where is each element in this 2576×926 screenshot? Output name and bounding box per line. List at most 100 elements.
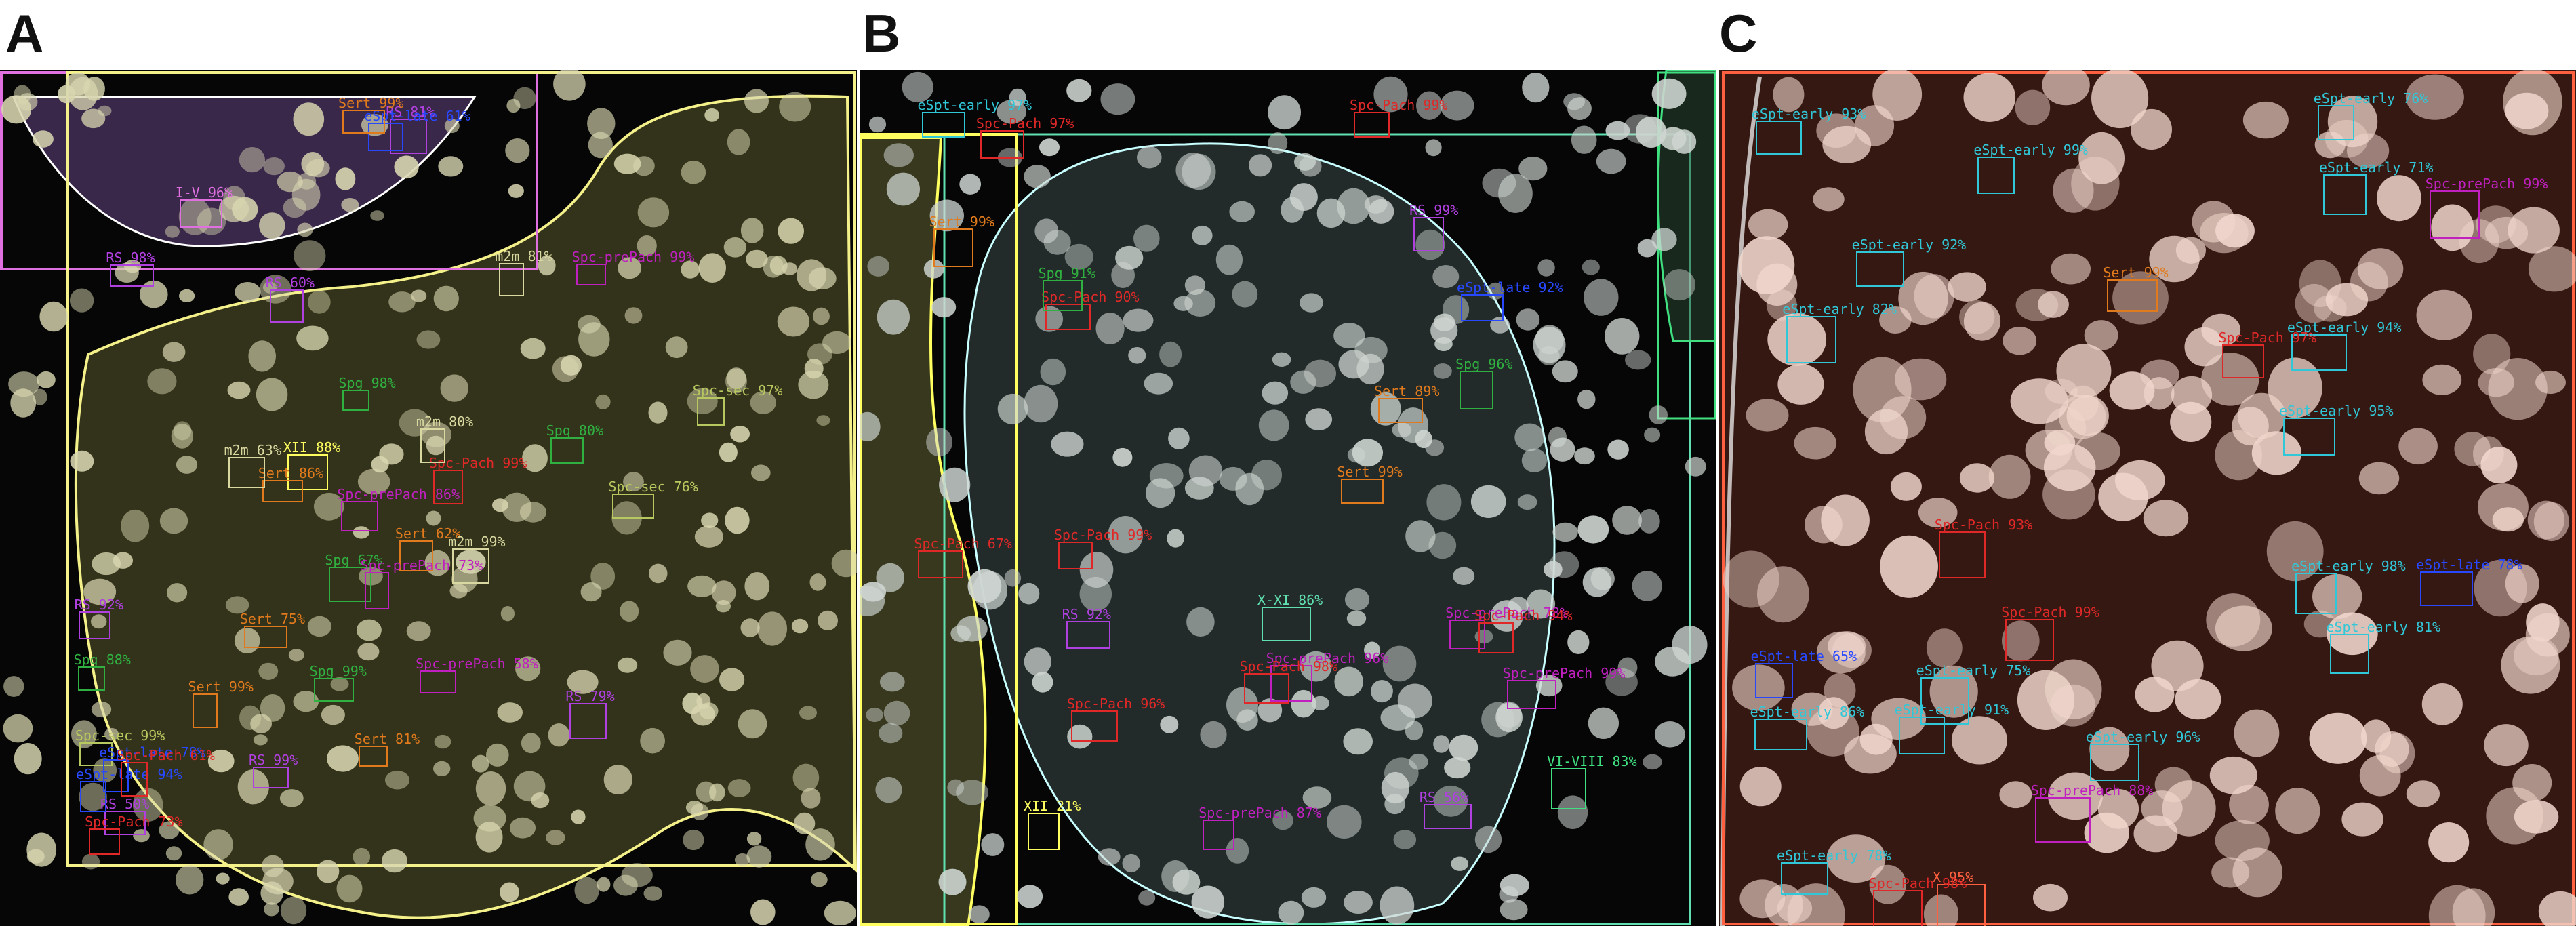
detection-box — [550, 437, 584, 464]
detection-box — [2107, 279, 2158, 313]
nucleus — [956, 780, 988, 805]
detection-label: Spc-Pach 67% — [914, 536, 1012, 552]
nucleus — [2309, 712, 2367, 764]
nucleus — [798, 370, 829, 399]
nucleus — [1821, 494, 1870, 546]
panel-a-micrograph: I-V 96% XII 88% Spg 88% Spc-Pach 99% Sert 75… — [0, 70, 857, 926]
detection-label: RS 92% — [74, 596, 123, 613]
nucleus — [1426, 484, 1462, 521]
nucleus — [997, 393, 1028, 425]
detection-label: Spg 99% — [309, 663, 367, 680]
detection-box — [1066, 621, 1110, 649]
detection-box — [228, 456, 265, 489]
nucleus — [307, 616, 331, 637]
nucleus — [750, 391, 776, 414]
nucleus — [371, 456, 389, 473]
nucleus — [1100, 83, 1135, 115]
nucleus — [902, 71, 933, 103]
detection-label: eSpt-early 98% — [2291, 558, 2406, 575]
nucleus — [1582, 259, 1600, 275]
detection-box — [2282, 418, 2335, 456]
nucleus — [2266, 521, 2324, 582]
nucleus — [207, 749, 235, 773]
nucleus — [567, 670, 599, 694]
detection-box — [103, 759, 129, 792]
nucleus — [2421, 683, 2463, 725]
detection-box — [269, 289, 304, 323]
nucleus — [297, 222, 313, 237]
nucleus — [1352, 439, 1383, 467]
nucleus — [1024, 165, 1051, 188]
nucleus — [2015, 89, 2051, 125]
detection-box — [287, 454, 329, 491]
nucleus — [2357, 248, 2404, 289]
detection-label: eSpt-early 75% — [1916, 662, 2031, 679]
detection-box — [933, 228, 974, 268]
nucleus — [2422, 364, 2462, 395]
nucleus — [2015, 289, 2059, 321]
nucleus — [1999, 781, 2032, 809]
nucleus — [769, 256, 788, 275]
nucleus — [2051, 253, 2091, 285]
nucleus — [1430, 317, 1458, 344]
nucleus — [876, 563, 904, 592]
nucleus — [997, 100, 1027, 124]
detection-label: Sert 62% — [395, 525, 461, 542]
detection-box — [1027, 812, 1060, 851]
nucleus — [433, 285, 459, 312]
nucleus — [1393, 830, 1417, 849]
nucleus — [277, 171, 303, 193]
nucleus — [2084, 320, 2118, 350]
nucleus — [1257, 698, 1283, 723]
nucleus — [1963, 302, 2001, 341]
detection-label: Spc-Pach 93% — [1934, 516, 2033, 533]
nucleus — [2131, 108, 2172, 150]
detection-box — [313, 678, 355, 702]
nucleus — [335, 167, 356, 190]
nucleus — [1428, 531, 1457, 559]
nucleus — [957, 616, 988, 642]
nucleus — [1663, 269, 1695, 301]
nucleus — [449, 584, 468, 599]
nucleus — [860, 586, 885, 616]
nucleus — [26, 849, 45, 864]
nucleus — [1415, 229, 1445, 260]
detection-label: Sert 99% — [929, 214, 994, 230]
nucleus — [1232, 281, 1258, 308]
nucleus — [1514, 423, 1545, 451]
detection-box — [262, 479, 304, 502]
detection-label: Spc-prePach 99% — [571, 248, 695, 265]
nucleus — [497, 702, 523, 723]
detection-box — [1938, 531, 1986, 579]
nucleus — [719, 668, 745, 691]
detection-box — [1754, 663, 1793, 699]
nucleus — [750, 899, 776, 925]
nucleus — [1004, 569, 1022, 587]
nucleus — [623, 472, 644, 492]
nucleus — [681, 260, 700, 279]
nucleus — [1138, 890, 1156, 906]
detection-box — [2295, 573, 2337, 615]
nucleus — [14, 85, 31, 105]
nucleus — [506, 98, 521, 113]
nucleus — [2505, 92, 2549, 129]
nucleus — [162, 342, 186, 362]
nucleus — [637, 235, 657, 257]
detection-label: Sert 81% — [354, 730, 420, 747]
nucleus — [757, 611, 788, 646]
detection-box — [1506, 679, 1556, 709]
nucleus — [1167, 529, 1184, 548]
nucleus — [947, 779, 965, 797]
nucleus — [1951, 716, 2007, 765]
nucleus — [740, 218, 764, 243]
nucleus — [1268, 95, 1301, 130]
nucleus — [1880, 535, 1938, 598]
nucleus — [738, 709, 767, 739]
nucleus — [777, 306, 810, 337]
detection-box — [1413, 216, 1445, 252]
nucleus — [8, 371, 40, 397]
nucleus — [1816, 113, 1857, 148]
nucleus — [81, 853, 100, 870]
nucleus — [2358, 462, 2400, 495]
nucleus — [1757, 566, 1809, 623]
